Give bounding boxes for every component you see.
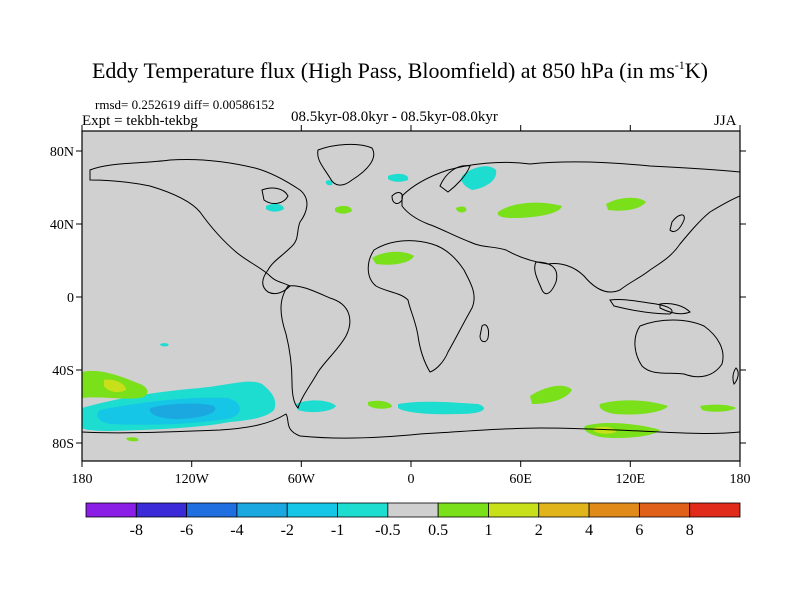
coastline-antarctica [82, 413, 740, 439]
anomaly-pos-antarctic-west-small [126, 437, 139, 442]
lat-label: 40S [52, 364, 74, 379]
coastline-britain [391, 192, 403, 204]
colorbar-swatch [337, 502, 389, 518]
experiment-label: Expt = tekbh-tekbg [82, 113, 198, 129]
anomaly-pos-east-asia [606, 197, 646, 211]
lat-label: 80N [50, 145, 74, 160]
lon-label: 60E [509, 472, 532, 487]
anomaly-pos-south-indian [530, 385, 572, 404]
colorbar-label: 0.5 [428, 522, 448, 539]
colorbar-swatch [689, 502, 741, 518]
lon-label: 0 [408, 472, 415, 487]
colorbar-labels: -8 -6 -4 -2 -1 -0.5 0.5 1 2 4 6 8 [130, 522, 694, 539]
anomaly-pos-antarctic-peak [594, 426, 616, 434]
lon-label: 180 [72, 472, 93, 487]
colorbar-swatch [387, 502, 439, 518]
coastline-africa [367, 240, 475, 373]
coastline-india [534, 261, 558, 295]
anomaly-pos-south-atlantic [368, 400, 392, 409]
lat-label: 80S [52, 437, 74, 452]
coastline-australia [634, 319, 724, 378]
anomaly-pos-north-atlantic [335, 205, 352, 214]
coastline-indonesia [609, 299, 673, 315]
anomaly-neg-greenland [325, 180, 333, 186]
coastlines [82, 143, 740, 439]
anomaly-pos-south-pacific-peak [104, 379, 126, 393]
lon-label: 60W [288, 472, 316, 487]
anomaly-pos-europe-small [456, 206, 467, 213]
anomaly-neg-south-atlantic-east [398, 401, 484, 415]
longitude-labels: 180 120W 60W 0 60E 120E 180 [72, 472, 751, 487]
anomaly-neg-hudson [266, 203, 284, 212]
lon-label: 180 [730, 472, 751, 487]
colorbar-swatch [236, 502, 288, 518]
map-title: Eddy Temperature flux (High Pass, Bloomf… [91, 58, 708, 83]
colorbar-label: -6 [180, 522, 193, 539]
coastline-south-america [280, 285, 351, 409]
anomaly-pos-central-asia [497, 202, 562, 218]
colorbar-label: 1 [484, 522, 492, 539]
season-label: JJA [714, 113, 737, 129]
coastline-scandinavia [439, 165, 471, 193]
anomaly-shading [82, 166, 736, 442]
colorbar-label: 4 [585, 522, 593, 539]
colorbar-label: -8 [130, 522, 143, 539]
colorbar-label: 2 [535, 522, 543, 539]
coastline-greenland [317, 143, 375, 186]
lon-label: 120E [616, 472, 646, 487]
colorbar-swatch [488, 502, 540, 518]
colorbar-label: 6 [635, 522, 643, 539]
colorbar-swatch [638, 502, 691, 518]
colorbar-swatch [186, 502, 238, 518]
anomaly-neg-southern-pacific-max [149, 403, 216, 419]
colorbar-swatch [286, 502, 338, 518]
colorbar-swatch [588, 502, 640, 518]
colorbar-swatch [85, 502, 137, 518]
colorbar-label: -1 [331, 522, 344, 539]
period-label: 08.5kyr-08.0kyr - 08.5kyr-08.0kyr [291, 109, 498, 125]
colorbar-label: -0.5 [375, 522, 400, 539]
coastline-madagascar [479, 324, 489, 343]
coastline-japan [669, 214, 685, 233]
colorbar-label: -4 [230, 522, 243, 539]
coastline-eurasia [401, 161, 740, 293]
colorbar-label: 8 [686, 522, 694, 539]
lon-label: 120W [175, 472, 210, 487]
coastline-new-guinea [659, 303, 691, 315]
coastline-north-america [89, 158, 308, 295]
anomaly-pos-north-africa [372, 251, 414, 265]
anomaly-pos-south-east [700, 404, 736, 412]
coastline-new-zealand [732, 367, 739, 385]
anomaly-neg-scandinavia [461, 166, 497, 190]
anomaly-neg-south-atlantic [296, 400, 336, 413]
rmsd-diff-stats: rmsd= 0.252619 diff= 0.00586152 [95, 97, 275, 112]
anomaly-neg-south-pacific-small [160, 343, 169, 347]
colorbar-swatch [135, 502, 188, 518]
latitude-labels: 80N 40N 0 40S 80S [50, 145, 74, 452]
anomaly-pos-south-australia [599, 400, 668, 415]
colorbar-swatch [437, 502, 489, 518]
lat-label: 40N [50, 218, 74, 233]
lat-label: 0 [67, 291, 74, 306]
anomaly-neg-iceland [388, 173, 409, 182]
colorbar-label: -2 [281, 522, 294, 539]
colorbar-swatch [538, 502, 590, 518]
colorbar [85, 502, 741, 518]
axis-ticks [76, 125, 746, 467]
coastline-hudson-bay [261, 187, 289, 204]
